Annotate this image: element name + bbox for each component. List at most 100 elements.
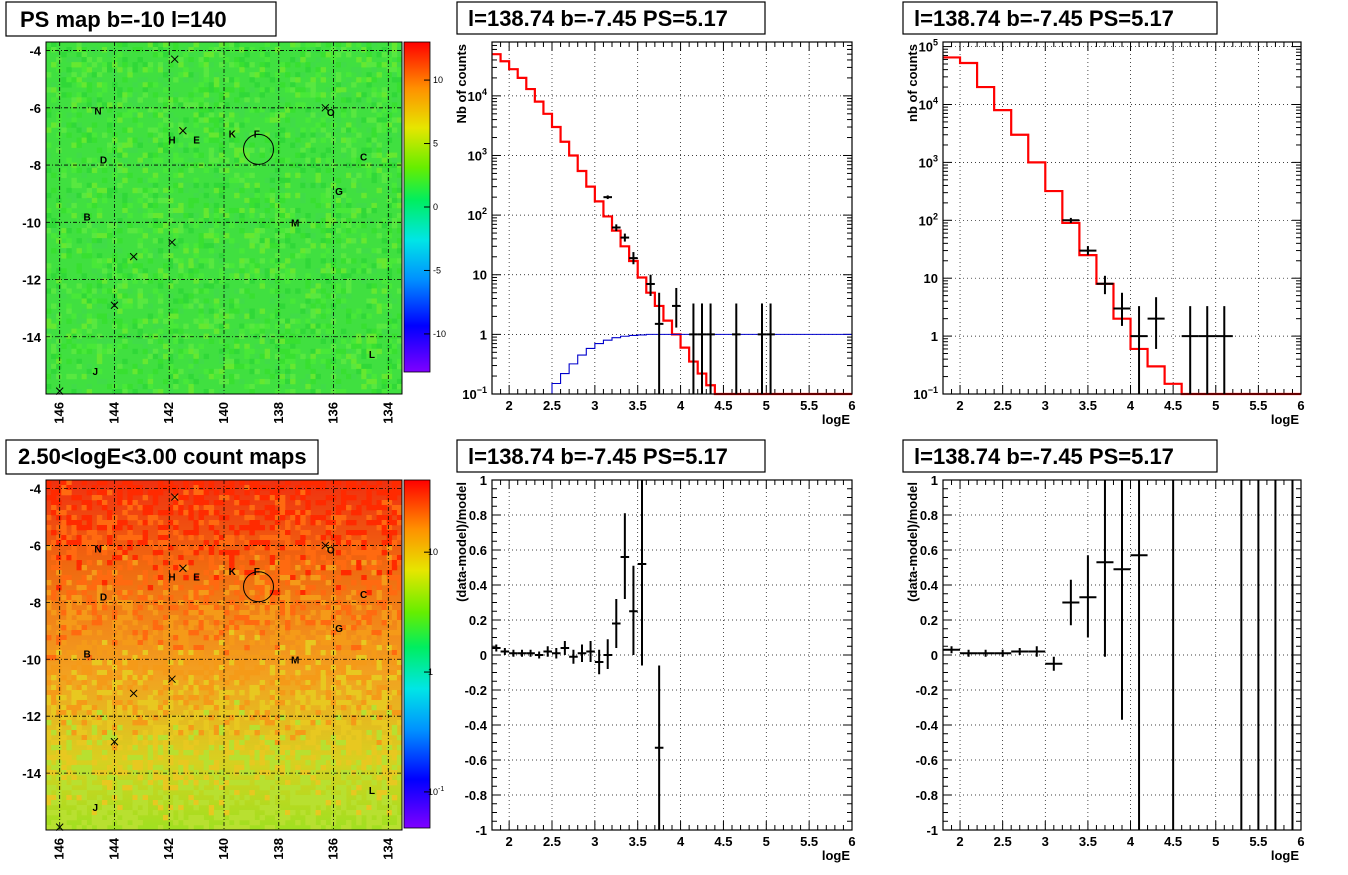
map-pixel [168, 510, 174, 516]
map-pixel [152, 152, 159, 158]
map-pixel [320, 650, 327, 656]
map-pixel [193, 705, 199, 711]
map-pixel [132, 117, 138, 123]
map-pixel [274, 243, 281, 249]
map-pixel [224, 515, 230, 521]
map-pixel [147, 223, 154, 229]
map-pixel [320, 348, 327, 355]
map-pixel [244, 157, 250, 163]
map-pixel [152, 218, 159, 224]
map-pixel [168, 373, 174, 380]
map-pixel [300, 87, 306, 93]
map-pixel [188, 825, 194, 831]
map-pixel [381, 147, 388, 153]
map-pixel [386, 373, 393, 380]
map-pixel [208, 520, 215, 526]
map-pixel [254, 725, 260, 731]
map-pixel [168, 207, 174, 214]
map-pixel [340, 273, 347, 279]
map-pixel [188, 655, 194, 661]
colorbar-tick-label: -10 [433, 329, 446, 339]
map-pixel [188, 373, 194, 380]
map-pixel [66, 112, 72, 118]
map-pixel [198, 358, 204, 365]
map-pixel [122, 338, 128, 345]
map-pixel [168, 197, 174, 204]
map-pixel [71, 202, 77, 209]
map-pixel [269, 338, 276, 345]
map-pixel [168, 545, 174, 551]
map-pixel [218, 780, 225, 786]
map-pixel [81, 820, 87, 826]
map-pixel [315, 725, 321, 731]
map-pixel [254, 615, 260, 621]
map-pixel [346, 343, 352, 350]
map-pixel [162, 318, 169, 324]
data-point [706, 303, 715, 394]
map-pixel [315, 42, 321, 48]
map-pixel [335, 177, 342, 184]
map-pixel [315, 730, 321, 736]
map-pixel [320, 805, 327, 811]
map-pixel [162, 102, 169, 108]
map-pixel [264, 485, 271, 491]
map-pixel [66, 82, 72, 88]
map-pixel [132, 67, 138, 73]
map-pixel [264, 590, 271, 596]
spectrum-right-plot[interactable]: 2 2.5 3 3.5 4 4.5 5 5.5 610−1110102103104105logE… [905, 38, 1305, 427]
map-pixel [254, 510, 260, 516]
map-pixel [305, 363, 311, 370]
map-pixel [168, 620, 174, 626]
map-pixel [244, 760, 250, 766]
map-pixel [157, 388, 164, 395]
map-pixel [320, 192, 327, 199]
map-pixel [142, 87, 149, 93]
map-pixel [173, 485, 179, 491]
map-pixel [46, 142, 52, 148]
map-pixel [218, 112, 225, 118]
map-pixel [71, 760, 77, 766]
map-pixel [157, 745, 164, 751]
map-pixel [259, 333, 265, 339]
map-pixel [346, 780, 352, 786]
map-pixel [178, 263, 184, 269]
map-pixel [173, 605, 179, 611]
map-pixel [188, 530, 194, 536]
map-pixel [61, 243, 67, 249]
map-pixel [315, 565, 321, 571]
map-pixel [244, 545, 250, 551]
map-pixel [132, 92, 138, 98]
map-pixel [213, 630, 220, 636]
map-pixel [183, 650, 189, 656]
map-pixel [249, 268, 255, 274]
map-pixel [340, 665, 347, 671]
map-pixel [203, 505, 210, 511]
map-pixel [152, 765, 159, 771]
map-pixel [254, 202, 260, 209]
map-pixel [152, 177, 159, 184]
source-label: B [83, 213, 90, 224]
spectrum-left-plot[interactable]: 2 2.5 3 3.5 4 4.5 5 5.5 610−1110102103104logENb … [454, 41, 856, 427]
map-pixel [183, 675, 189, 681]
map-pixel [147, 585, 154, 591]
map-pixel [208, 233, 215, 239]
map-pixel [168, 735, 174, 741]
map-pixel [366, 97, 372, 103]
map-pixel [178, 635, 184, 641]
map-pixel [290, 122, 296, 128]
map-pixel [137, 700, 143, 706]
map-pixel [168, 595, 174, 601]
map-pixel [162, 485, 169, 491]
map-pixel [183, 530, 189, 536]
map-pixel [376, 223, 382, 229]
map-pixel [107, 675, 113, 681]
map-pixel [300, 655, 306, 661]
map-pixel [366, 268, 372, 274]
map-pixel [122, 520, 128, 526]
map-pixel [351, 147, 357, 153]
spectrum-left-title-box [456, 1, 766, 35]
map-pixel [198, 187, 204, 194]
map-pixel [132, 720, 138, 726]
map-pixel [239, 87, 245, 93]
map-pixel [381, 52, 388, 58]
